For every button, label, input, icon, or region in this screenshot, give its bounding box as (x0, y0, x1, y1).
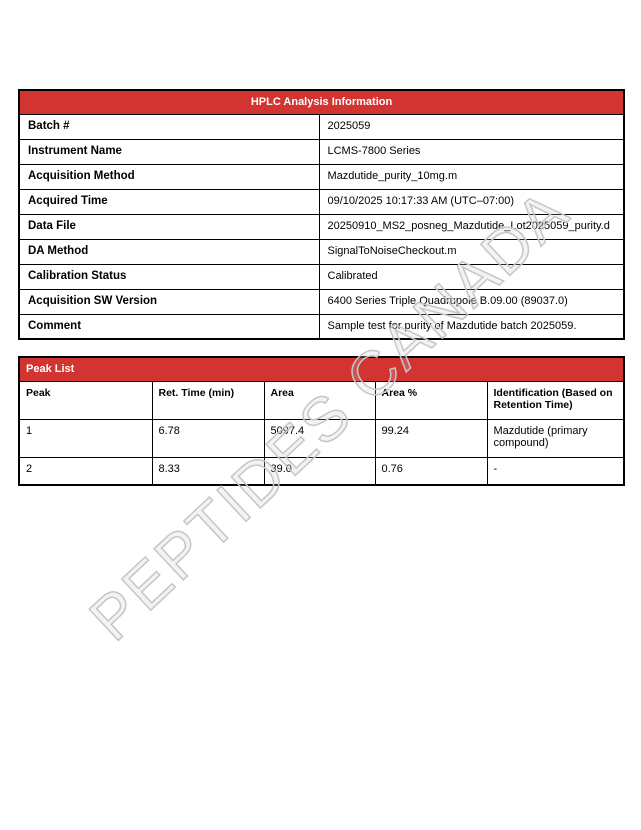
peak-area-pct: 0.76 (374, 456, 488, 486)
field-value-comment: Sample test for purity of Mazdutide batc… (318, 313, 625, 340)
field-label-instrument: Instrument Name (18, 138, 320, 165)
field-label-data-file: Data File (18, 213, 320, 240)
field-value-acq-method: Mazdutide_purity_10mg.m (318, 163, 625, 190)
table-row: DA Method SignalToNoiseCheckout.m (18, 238, 625, 265)
peak-identification: - (486, 456, 625, 486)
column-header-peak: Peak (18, 380, 153, 420)
field-label-batch: Batch # (18, 113, 320, 140)
field-value-da-method: SignalToNoiseCheckout.m (318, 238, 625, 265)
table-row: Acquired Time 09/10/2025 10:17:33 AM (UT… (18, 188, 625, 215)
column-header-identification: Identification (Based on Retention Time) (486, 380, 625, 420)
field-value-sw-version: 6400 Series Triple Quadrupole B.09.00 (8… (318, 288, 625, 315)
table-title-row: Peak List (18, 356, 625, 382)
peak-list-table: Peak List Peak Ret. Time (min) Area Area… (18, 356, 626, 486)
peak-area: 5097.4 (263, 418, 376, 458)
field-label-sw-version: Acquisition SW Version (18, 288, 320, 315)
peak-ret-time: 6.78 (151, 418, 265, 458)
peak-identification: Mazdutide (primary compound) (486, 418, 625, 458)
table-row: Acquisition Method Mazdutide_purity_10mg… (18, 163, 625, 190)
table-row: Instrument Name LCMS-7800 Series (18, 138, 625, 165)
field-label-da-method: DA Method (18, 238, 320, 265)
field-value-instrument: LCMS-7800 Series (318, 138, 625, 165)
table-row: Acquisition SW Version 6400 Series Tripl… (18, 288, 625, 315)
peak-ret-time: 8.33 (151, 456, 265, 486)
table-row: Comment Sample test for purity of Mazdut… (18, 313, 625, 340)
column-header-row: Peak Ret. Time (min) Area Area % Identif… (18, 380, 625, 420)
column-header-area: Area (263, 380, 376, 420)
peak-number: 1 (18, 418, 153, 458)
field-value-batch: 2025059 (318, 113, 625, 140)
field-label-comment: Comment (18, 313, 320, 340)
peak-area-pct: 99.24 (374, 418, 488, 458)
table-title-row: HPLC Analysis Information (18, 89, 625, 115)
hplc-table-title: HPLC Analysis Information (18, 89, 625, 115)
hplc-analysis-table: HPLC Analysis Information Batch # 202505… (18, 89, 626, 340)
field-label-calibration: Calibration Status (18, 263, 320, 290)
field-label-acq-time: Acquired Time (18, 188, 320, 215)
field-value-data-file: 20250910_MS2_posneg_Mazdutide_Lot2025059… (318, 213, 625, 240)
peak-row: 2 8.33 39.0 0.76 - (18, 456, 625, 486)
peak-number: 2 (18, 456, 153, 486)
field-value-calibration: Calibrated (318, 263, 625, 290)
table-row: Batch # 2025059 (18, 113, 625, 140)
column-header-area-pct: Area % (374, 380, 488, 420)
peak-table-title: Peak List (18, 356, 625, 382)
field-value-acq-time: 09/10/2025 10:17:33 AM (UTC–07:00) (318, 188, 625, 215)
table-row: Data File 20250910_MS2_posneg_Mazdutide_… (18, 213, 625, 240)
peak-row: 1 6.78 5097.4 99.24 Mazdutide (primary c… (18, 418, 625, 458)
table-row: Calibration Status Calibrated (18, 263, 625, 290)
peak-area: 39.0 (263, 456, 376, 486)
field-label-acq-method: Acquisition Method (18, 163, 320, 190)
column-header-ret-time: Ret. Time (min) (151, 380, 265, 420)
